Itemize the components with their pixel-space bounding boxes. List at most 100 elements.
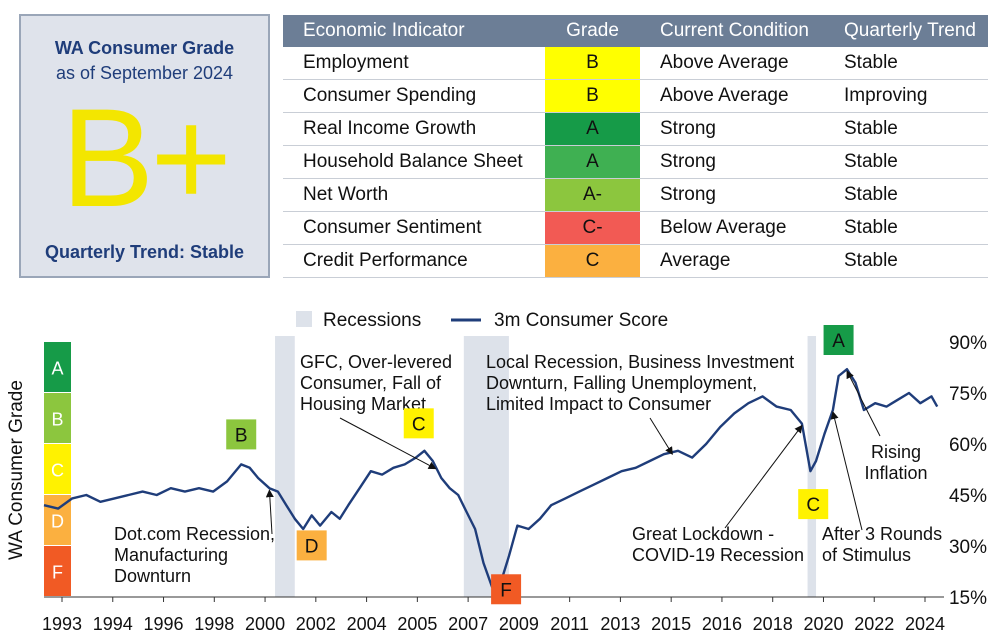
header-trend: Quarterly Trend bbox=[824, 15, 988, 47]
annotation-text: Consumer, Fall of bbox=[300, 373, 442, 393]
consumer-score-line bbox=[43, 368, 939, 588]
x-tick-label: 1998 bbox=[194, 614, 234, 634]
grade-box-subtitle: as of September 2024 bbox=[55, 63, 234, 83]
x-tick-label: 2000 bbox=[245, 614, 285, 634]
trend-cell: Stable bbox=[824, 244, 988, 278]
condition-cell: Below Average bbox=[640, 211, 824, 245]
table-header-row: Economic Indicator Grade Current Conditi… bbox=[283, 15, 988, 47]
y-tick-label: 75% bbox=[949, 384, 987, 405]
grade-bands: A B C D F bbox=[44, 342, 71, 596]
annotation-text: Dot.com Recession, bbox=[114, 524, 275, 544]
x-tick-label: 2013 bbox=[600, 614, 640, 634]
x-tick-label: 2016 bbox=[702, 614, 742, 634]
header-indicator: Economic Indicator bbox=[283, 15, 545, 47]
grade-point-label: B bbox=[235, 425, 248, 446]
grade-point-box bbox=[403, 408, 434, 439]
annotation-arrow bbox=[724, 424, 803, 529]
condition-cell: Average bbox=[640, 244, 824, 278]
grade-point-label: C bbox=[806, 495, 820, 516]
quarterly-trend: Quarterly Trend: Stable bbox=[44, 242, 245, 262]
legend-recession-label: Recessions bbox=[323, 310, 421, 331]
annotation-text: Downturn, Falling Unemployment, bbox=[486, 373, 757, 393]
annotation-arrow bbox=[265, 489, 274, 535]
grade-band bbox=[44, 342, 71, 392]
trend-cell: Stable bbox=[824, 47, 988, 80]
grade-point-box bbox=[491, 574, 522, 605]
table-row: Household Balance Sheet A Strong Stable bbox=[283, 145, 988, 179]
grade-cell: A bbox=[545, 112, 640, 146]
annotation-text: Housing Market bbox=[300, 394, 426, 414]
header-grade: Grade bbox=[545, 15, 640, 47]
indicator-cell: Net Worth bbox=[283, 178, 545, 212]
y-tick-label: 45% bbox=[949, 486, 987, 507]
y-tick-label: 15% bbox=[949, 588, 987, 609]
annotation-text: Local Recession, Business Investment bbox=[486, 352, 794, 372]
grade-point-box bbox=[798, 489, 829, 520]
y-tick-label: 60% bbox=[949, 435, 987, 456]
table-row: Credit Performance C Average Stable bbox=[283, 244, 988, 278]
annotation-text: Inflation bbox=[864, 463, 927, 483]
y-axis-label: WA Consumer Grade bbox=[6, 380, 27, 560]
y-tick-label: 90% bbox=[949, 333, 987, 354]
annotation-arrow bbox=[339, 417, 437, 470]
indicator-cell: Credit Performance bbox=[283, 244, 545, 278]
y-axis-ticks: 15% 30% 45% 60% 75% 90% bbox=[949, 333, 987, 609]
x-tick-label: 2002 bbox=[296, 614, 336, 634]
grade-cell: B bbox=[545, 47, 640, 80]
grade-cell: C- bbox=[545, 211, 640, 245]
x-tick-label: 2004 bbox=[347, 614, 387, 634]
grade-band bbox=[44, 444, 71, 494]
table-row: Real Income Growth A Strong Stable bbox=[283, 112, 988, 146]
trend-cell: Stable bbox=[824, 178, 988, 212]
grade-cell: A- bbox=[545, 178, 640, 212]
table-row: Employment B Above Average Stable bbox=[283, 47, 988, 80]
indicator-cell: Household Balance Sheet bbox=[283, 145, 545, 179]
y-tick-label: 30% bbox=[949, 537, 987, 558]
table-row: Consumer Spending B Above Average Improving bbox=[283, 79, 988, 113]
grade-box-title: WA Consumer Grade bbox=[54, 38, 235, 58]
x-axis-ticks: 1993 1994 1996 1998 2000 2002 2004 2005 2007 2009… bbox=[42, 596, 945, 634]
annotation-text: Great Lockdown - bbox=[632, 524, 774, 544]
indicator-cell: Real Income Growth bbox=[283, 112, 545, 146]
grade-band-label: A bbox=[51, 359, 63, 379]
annotation-arrow bbox=[649, 417, 673, 456]
annotation-text: COVID-19 Recession bbox=[632, 545, 804, 565]
annotation-text: Manufacturing bbox=[114, 545, 228, 565]
trend-cell: Stable bbox=[824, 211, 988, 245]
condition-cell: Strong bbox=[640, 178, 824, 212]
condition-cell: Above Average bbox=[640, 79, 824, 113]
grade-cell: A bbox=[545, 145, 640, 179]
indicator-table: Economic Indicator Grade Current Conditi… bbox=[283, 15, 988, 278]
x-tick-label: 2018 bbox=[753, 614, 793, 634]
legend-series-label: 3m Consumer Score bbox=[494, 310, 668, 331]
x-tick-label: 1994 bbox=[93, 614, 133, 634]
x-tick-label: 2007 bbox=[448, 614, 488, 634]
annotation-text: GFC, Over-levered bbox=[300, 352, 452, 372]
grade-cell: B bbox=[545, 79, 640, 113]
x-tick-label: 2020 bbox=[803, 614, 843, 634]
grade-point-box bbox=[226, 419, 257, 450]
condition-cell: Strong bbox=[640, 145, 824, 179]
x-tick-label: 2009 bbox=[499, 614, 539, 634]
annotation-text: Limited Impact to Consumer bbox=[486, 394, 711, 414]
annotation-arrow bbox=[830, 411, 863, 531]
x-tick-label: 2005 bbox=[397, 614, 437, 634]
annotation-arrow bbox=[846, 370, 881, 437]
condition-cell: Strong bbox=[640, 112, 824, 146]
trend-cell: Stable bbox=[824, 112, 988, 146]
legend-recession-swatch bbox=[296, 311, 312, 327]
annotation-text: Downturn bbox=[114, 566, 191, 586]
grade-point-label: C bbox=[412, 414, 426, 435]
grade-band bbox=[44, 393, 71, 443]
grade-band-label: F bbox=[52, 563, 63, 583]
grade-point-label: A bbox=[832, 331, 845, 352]
x-tick-label: 2022 bbox=[854, 614, 894, 634]
grade-band-label: D bbox=[51, 512, 64, 532]
x-tick-label: 1993 bbox=[42, 614, 82, 634]
x-tick-label: 1996 bbox=[144, 614, 184, 634]
grade-band bbox=[44, 546, 71, 596]
table-row: Net Worth A- Strong Stable bbox=[283, 178, 988, 212]
x-tick-label: 2011 bbox=[550, 614, 589, 634]
indicator-cell: Consumer Sentiment bbox=[283, 211, 545, 245]
grade-point-label: F bbox=[500, 580, 512, 601]
